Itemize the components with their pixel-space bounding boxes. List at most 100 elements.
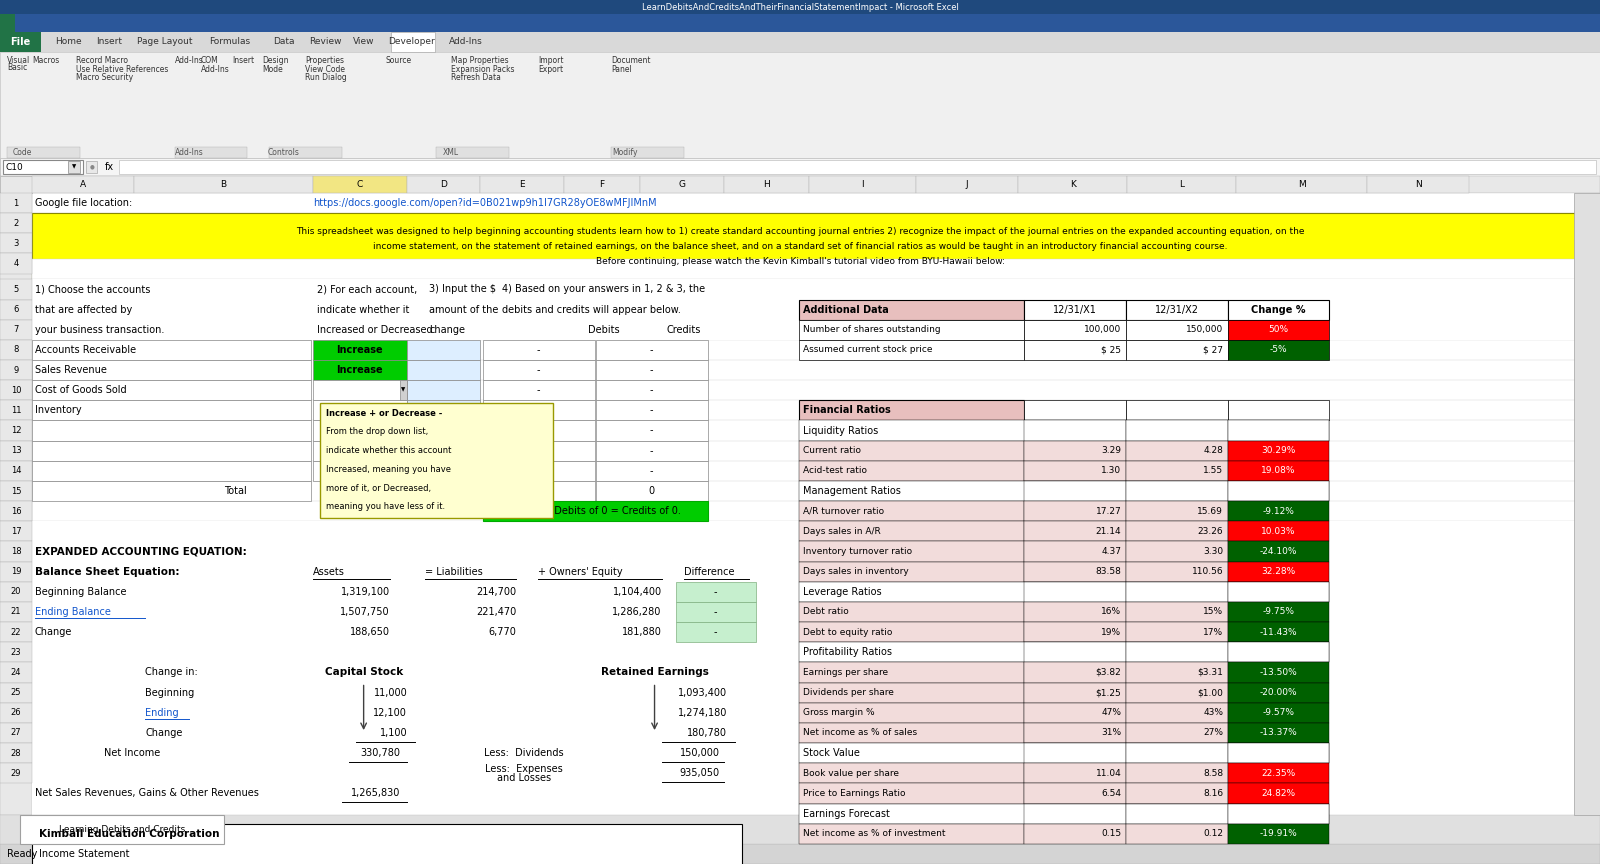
Bar: [32, 683, 1600, 702]
Bar: [597, 380, 709, 400]
Bar: [1227, 521, 1330, 542]
Text: 214,700: 214,700: [477, 587, 517, 597]
Text: Financial Ratios: Financial Ratios: [803, 405, 891, 416]
Bar: [312, 421, 408, 441]
Bar: [0, 158, 1600, 175]
Text: 43%: 43%: [1203, 708, 1224, 717]
Text: 5: 5: [13, 285, 19, 294]
Text: Increase + or Decrease -: Increase + or Decrease -: [326, 409, 442, 418]
Text: 12,100: 12,100: [373, 708, 408, 718]
Text: 22: 22: [11, 627, 21, 637]
Bar: [1227, 300, 1330, 320]
Bar: [0, 380, 32, 400]
Bar: [798, 702, 1024, 723]
Bar: [1227, 562, 1330, 581]
Text: 6.54: 6.54: [1101, 789, 1122, 798]
Bar: [597, 481, 709, 501]
Text: Accounts Receivable: Accounts Receivable: [35, 345, 136, 355]
Text: Leverage Ratios: Leverage Ratios: [803, 587, 882, 597]
Bar: [1227, 622, 1330, 642]
Text: 11.04: 11.04: [1096, 769, 1122, 778]
Text: Book value per share: Book value per share: [803, 769, 899, 778]
Text: N: N: [1414, 180, 1421, 189]
Text: Source: Source: [386, 56, 411, 65]
Bar: [1024, 723, 1126, 743]
Bar: [483, 400, 595, 421]
Bar: [1126, 461, 1227, 481]
Bar: [1126, 300, 1227, 320]
Text: 4.28: 4.28: [1203, 446, 1224, 455]
Text: indicate whether this account: indicate whether this account: [326, 446, 451, 455]
Bar: [1024, 461, 1126, 481]
Bar: [1024, 320, 1126, 340]
Text: 8.16: 8.16: [1203, 789, 1224, 798]
Bar: [1024, 622, 1126, 642]
Bar: [1024, 441, 1126, 461]
Text: 181,880: 181,880: [622, 627, 662, 637]
Text: 47%: 47%: [1101, 708, 1122, 717]
Text: 9: 9: [13, 365, 19, 375]
Text: 1,319,100: 1,319,100: [341, 587, 390, 597]
Text: Less:  Dividends: Less: Dividends: [483, 748, 563, 758]
Text: 24.82%: 24.82%: [1261, 789, 1296, 798]
Bar: [1126, 683, 1227, 702]
Bar: [1024, 562, 1126, 581]
Bar: [320, 403, 552, 518]
Bar: [1227, 763, 1330, 784]
Bar: [312, 360, 408, 380]
Bar: [0, 743, 32, 763]
Bar: [174, 147, 248, 158]
Text: -: -: [536, 385, 539, 395]
Text: Properties: Properties: [306, 56, 344, 65]
Text: -: -: [536, 345, 539, 355]
Text: more of it, or Decreased,: more of it, or Decreased,: [326, 484, 430, 492]
Text: https://docs.google.com/open?id=0B021wp9h1I7GR28yOE8wMFJIMnM: https://docs.google.com/open?id=0B021wp9…: [312, 198, 656, 208]
Text: 0.12: 0.12: [1203, 829, 1224, 838]
Text: 29: 29: [11, 769, 21, 778]
Text: 6,770: 6,770: [488, 627, 517, 637]
Bar: [917, 175, 1018, 193]
Bar: [808, 175, 917, 193]
Bar: [32, 521, 1600, 542]
Bar: [1024, 642, 1126, 663]
Text: -: -: [536, 466, 539, 476]
Bar: [0, 32, 1600, 52]
Bar: [32, 175, 134, 193]
Bar: [1227, 743, 1330, 763]
Text: 19%: 19%: [1101, 627, 1122, 637]
Bar: [1126, 521, 1227, 542]
Text: change: change: [429, 325, 466, 334]
Text: 4: 4: [13, 259, 19, 268]
Bar: [21, 815, 224, 844]
Text: Add-Ins: Add-Ins: [200, 65, 229, 73]
Text: 3.30: 3.30: [1203, 547, 1224, 556]
Text: L: L: [1179, 180, 1184, 189]
Text: Increase: Increase: [336, 345, 382, 355]
Text: 10.03%: 10.03%: [1261, 527, 1296, 536]
Text: Current ratio: Current ratio: [803, 446, 861, 455]
Text: Mode: Mode: [262, 65, 283, 73]
Text: 0: 0: [534, 486, 541, 496]
Text: From the drop down list,: From the drop down list,: [326, 428, 429, 436]
Bar: [0, 421, 32, 441]
Bar: [1024, 421, 1126, 441]
Bar: [0, 763, 32, 784]
Bar: [32, 663, 1600, 683]
Bar: [798, 562, 1024, 581]
Text: Add-Ins: Add-Ins: [174, 56, 203, 65]
Bar: [1237, 175, 1368, 193]
Bar: [0, 193, 32, 213]
Bar: [0, 642, 32, 663]
Text: and Losses: and Losses: [496, 772, 550, 783]
Text: 4.37: 4.37: [1101, 547, 1122, 556]
Bar: [483, 441, 595, 461]
Text: 83.58: 83.58: [1096, 567, 1122, 576]
Bar: [0, 0, 1600, 15]
Text: -: -: [650, 466, 653, 476]
Text: 1,100: 1,100: [379, 728, 408, 738]
Text: Controls: Controls: [267, 148, 299, 157]
Bar: [0, 253, 32, 274]
Text: Import: Import: [538, 56, 563, 65]
Bar: [1227, 320, 1330, 340]
Bar: [8, 147, 80, 158]
